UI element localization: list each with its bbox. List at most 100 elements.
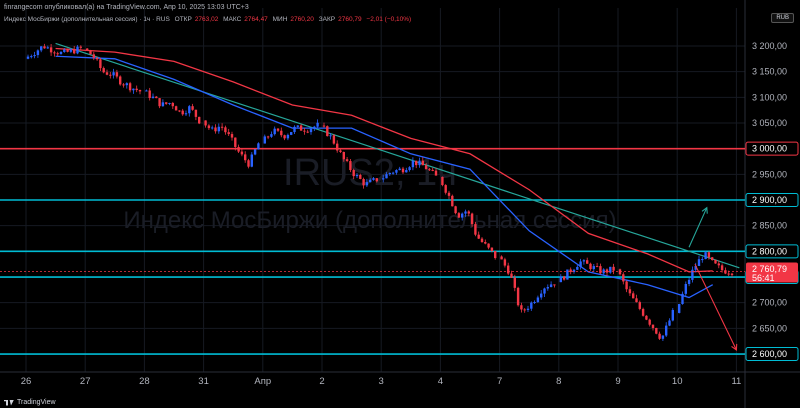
candle-body <box>253 149 257 155</box>
candle-body <box>720 265 724 271</box>
candle-body <box>145 90 148 92</box>
candle-body <box>599 266 602 274</box>
arrow-up-head <box>701 206 708 214</box>
low-label: МИН <box>272 16 288 23</box>
level-price-label: 2 800,00 <box>752 246 787 256</box>
candle-body <box>73 49 76 54</box>
candle-body <box>612 266 615 271</box>
candle-body <box>428 169 431 171</box>
candle-body <box>119 76 122 85</box>
candle-body <box>339 150 342 153</box>
y-tick-label: 3 200,00 <box>752 41 787 51</box>
candle-body <box>286 134 290 139</box>
candle-body <box>220 126 224 128</box>
tradingview-logo[interactable]: TradingView <box>4 399 56 406</box>
last-price-tag <box>746 262 798 283</box>
candle-body <box>188 106 191 114</box>
candle-body <box>510 273 513 278</box>
candle-body <box>605 269 609 273</box>
candle-body <box>362 178 365 186</box>
candle-body <box>257 143 260 150</box>
candle-body <box>707 252 711 258</box>
open-label: ОТКР <box>174 16 192 23</box>
candle-body <box>638 302 641 309</box>
level-price-tag <box>745 141 799 156</box>
candle-body <box>651 324 655 328</box>
candle-body <box>43 46 46 49</box>
candle-body <box>211 127 214 129</box>
candle-body <box>102 68 105 73</box>
y-tick-label: 3 100,00 <box>752 92 787 102</box>
candle-body <box>247 160 250 167</box>
open-value: 2763,02 <box>194 16 219 23</box>
candle-body <box>99 59 102 69</box>
candle-body <box>303 130 306 132</box>
candle-body <box>168 102 171 104</box>
trendline <box>55 42 740 269</box>
candle-body <box>641 308 645 316</box>
candle-body <box>582 260 586 262</box>
candle-body <box>313 126 316 129</box>
candle-body <box>89 50 92 55</box>
candle-body <box>500 256 503 260</box>
candle-body <box>464 211 467 214</box>
candle-body <box>576 266 579 270</box>
candle-body <box>355 174 359 177</box>
candle-body <box>66 49 69 52</box>
candle-body <box>375 178 378 182</box>
candle-body <box>122 84 125 86</box>
candle-body <box>549 284 553 288</box>
candle-body <box>477 234 480 239</box>
candle-body <box>349 161 352 171</box>
candle-body <box>687 279 691 285</box>
candle-body <box>207 125 211 129</box>
candle-body <box>457 213 461 218</box>
candle-body <box>95 57 99 60</box>
x-tick-label: 31 <box>198 376 209 387</box>
candle-body <box>46 47 49 49</box>
moving-average-slow <box>55 47 713 273</box>
candle-body <box>411 160 415 168</box>
candle-body <box>283 135 286 139</box>
instrument-name: Индекс МосБиржи (дополнительная сессия) … <box>4 16 170 23</box>
candle-body <box>135 88 138 91</box>
candle-body <box>559 276 562 283</box>
candle-body <box>424 165 428 170</box>
candle-body <box>727 273 730 275</box>
currency-button[interactable]: RUB <box>771 13 794 23</box>
candle-body <box>276 128 280 131</box>
candle-body <box>405 170 408 173</box>
last-price-value: 2 760,79 <box>752 264 787 274</box>
candle-body <box>586 260 589 264</box>
candle-body <box>237 146 240 152</box>
candle-body <box>447 192 451 196</box>
candle-body <box>632 293 635 299</box>
candle-body <box>194 109 198 117</box>
candle-body <box>645 315 648 320</box>
y-tick-label: 2 650,00 <box>752 323 787 333</box>
candle-body <box>332 135 336 144</box>
candle-body <box>266 136 270 138</box>
candle-body <box>516 287 520 306</box>
candle-body <box>214 127 217 132</box>
candle-body <box>49 47 53 53</box>
candle-body <box>217 126 220 132</box>
candle-body <box>503 259 507 266</box>
candle-body <box>418 160 421 166</box>
candle-body <box>76 46 79 54</box>
arrow-down-head <box>731 343 738 351</box>
candle-body <box>595 266 599 268</box>
candle-body <box>309 128 313 133</box>
change-value: −2,01 (−0,10%) <box>366 16 412 23</box>
candle-body <box>109 74 112 76</box>
candle-body <box>151 96 155 98</box>
candle-body <box>415 160 418 166</box>
candle-body <box>398 168 401 171</box>
candle-body <box>161 102 165 107</box>
y-tick-label: 3 150,00 <box>752 67 787 77</box>
candle-body <box>322 125 326 127</box>
candle-body <box>684 284 687 294</box>
candle-body <box>526 308 530 310</box>
candle-body <box>461 213 464 218</box>
